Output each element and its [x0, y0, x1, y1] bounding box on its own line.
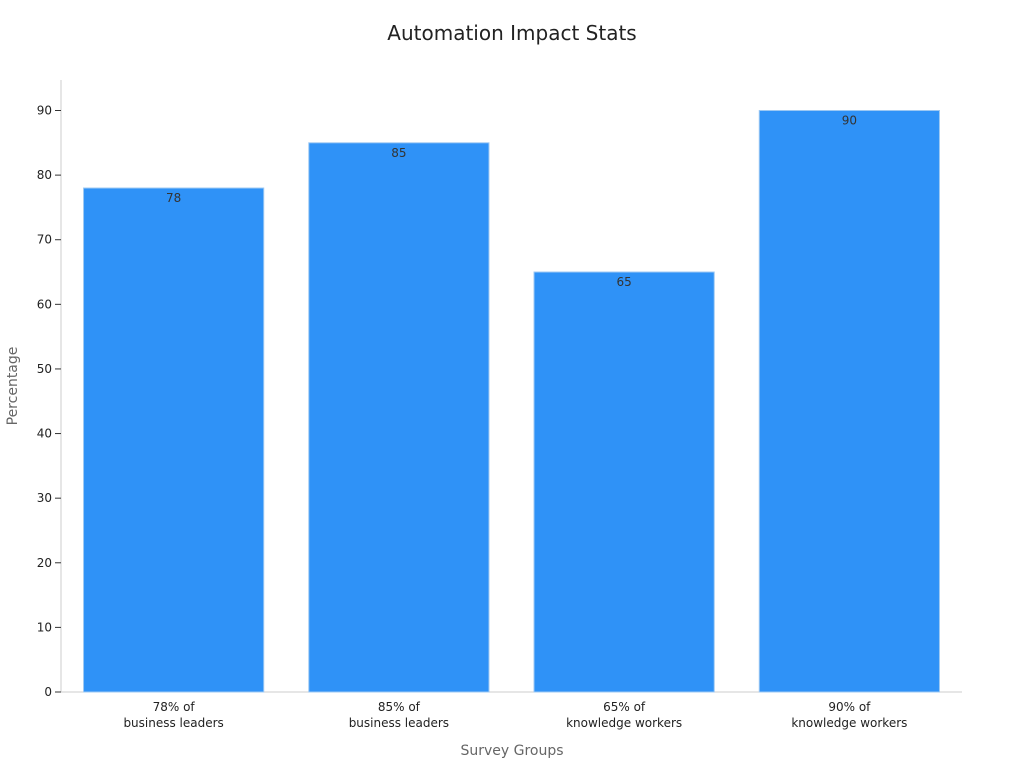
bar [758, 110, 940, 693]
data-label: 85 [391, 146, 406, 160]
bar [308, 142, 490, 693]
data-label: 90 [842, 114, 857, 128]
chart-title: Automation Impact Stats [387, 21, 636, 45]
y-tick-label: 40 [37, 427, 52, 441]
x-tick-label: 85% of business leaders [349, 700, 449, 730]
y-tick-label: 30 [37, 491, 52, 505]
x-tick-label: 78% of business leaders [123, 700, 223, 730]
y-tick-label: 50 [37, 362, 52, 376]
y-tick-label: 90 [37, 104, 52, 118]
x-axis-label: Survey Groups [460, 743, 563, 759]
y-tick-label: 10 [37, 620, 52, 634]
y-tick-label: 80 [37, 168, 52, 182]
x-tick-label: 90% of knowledge workers [791, 700, 907, 730]
x-axis: 78% of business leaders 85% of business lea… [61, 691, 962, 730]
bar [533, 271, 715, 693]
y-tick-label: 70 [37, 233, 52, 247]
data-label: 78 [166, 191, 181, 205]
y-tick-label: 60 [37, 297, 52, 311]
bar [83, 187, 265, 693]
y-axis-label: Percentage [5, 347, 21, 426]
data-label: 65 [616, 275, 631, 289]
y-axis: 0 10 20 30 40 50 60 70 80 90 [37, 80, 62, 699]
y-tick-label: 0 [44, 685, 52, 699]
bar-series: 78 85 65 90 [83, 110, 940, 693]
y-tick-label: 20 [37, 556, 52, 570]
x-tick-label: 65% of knowledge workers [566, 700, 682, 730]
